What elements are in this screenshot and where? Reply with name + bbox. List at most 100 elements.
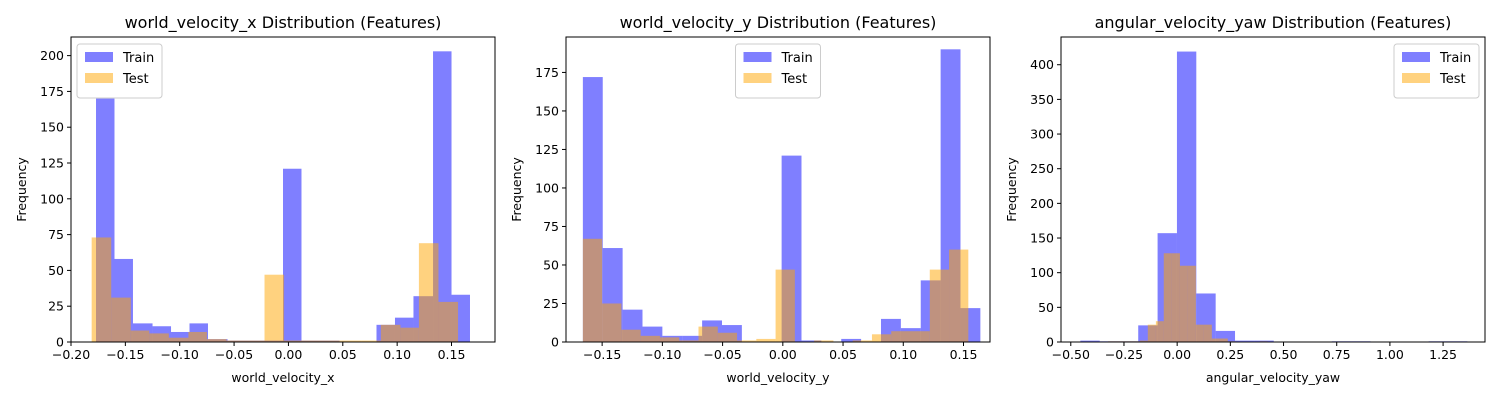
y-tick-label: 0 — [551, 335, 559, 350]
legend-label-train: Train — [122, 51, 154, 66]
y-tick-label: 100 — [535, 180, 559, 195]
series-test — [582, 238, 969, 342]
y-axis-label: Frequency — [14, 157, 29, 222]
x-tick-label: 0.15 — [438, 347, 466, 362]
y-tick-label: 0 — [56, 335, 64, 350]
x-tick-label: −0.05 — [215, 347, 253, 362]
bar-test-1 — [111, 297, 131, 342]
y-axis-label: Frequency — [1004, 157, 1019, 222]
bar-train-5 — [682, 335, 703, 342]
bar-train-8 — [1235, 340, 1255, 342]
bar-test-3 — [640, 335, 660, 342]
bar-test-10 — [775, 269, 795, 342]
chart-panel-1: −0.20 −0.15 −0.10 −0.05 0.00 0.05 0.10 0.15 0 25 5… — [14, 13, 496, 385]
bar-test-17 — [910, 331, 930, 342]
bar-test-9 — [264, 274, 285, 342]
legend-label-test: Test — [1439, 72, 1466, 87]
x-tick-label: −0.15 — [583, 347, 621, 362]
x-tick-label: 0.00 — [1163, 347, 1191, 362]
bar-test-14 — [852, 340, 872, 342]
x-tick-label: 0.00 — [769, 347, 797, 362]
x-tick-label: −0.05 — [703, 347, 741, 362]
bar-test-5 — [679, 340, 699, 342]
x-tick-label: 0.75 — [1323, 347, 1351, 362]
legend-label-train: Train — [781, 51, 813, 66]
bar-test-4 — [168, 337, 189, 342]
bar-test-11 — [1195, 324, 1204, 342]
bar-test-18 — [438, 301, 459, 342]
x-tick-label: −0.15 — [106, 347, 144, 362]
x-tick-label: −0.10 — [161, 347, 199, 362]
bar-test-4 — [659, 337, 680, 342]
bar-test-9 — [1179, 265, 1188, 342]
bar-test-15 — [380, 324, 401, 342]
bar-test-12 — [1203, 324, 1212, 342]
legend-swatch-train — [1402, 52, 1430, 62]
bar-test-9 — [756, 338, 776, 342]
y-tick-label: 150 — [1030, 231, 1054, 246]
y-tick-label: 25 — [48, 299, 64, 314]
bar-test-10 — [1187, 265, 1196, 342]
bar-train-0 — [1080, 340, 1100, 342]
x-tick-label: 0.00 — [275, 347, 303, 362]
bar-test-17 — [418, 243, 439, 342]
chart-panel-3: −0.50 −0.25 0.00 0.25 0.50 0.75 1.00 1.25 0 50 100… — [1004, 13, 1486, 385]
x-tick-label: 0.50 — [1270, 347, 1298, 362]
x-axis-label: world_velocity_y — [726, 370, 830, 385]
chart-title: world_velocity_x Distribution (Features) — [125, 13, 442, 33]
x-tick-label: 0.15 — [950, 347, 978, 362]
y-tick-label: 175 — [535, 65, 559, 80]
legend-swatch-test — [1402, 73, 1430, 83]
bar-test-12 — [323, 340, 342, 342]
y-tick-label: 125 — [535, 142, 559, 157]
y-tick-label: 300 — [1030, 127, 1054, 142]
legend: Train Test — [76, 43, 163, 99]
bar-test-7 — [1163, 253, 1172, 342]
y-tick-label: 400 — [1030, 57, 1054, 72]
bar-test-12 — [814, 340, 834, 342]
bar-test-1 — [602, 303, 622, 342]
bar-test-8 — [1171, 253, 1180, 342]
y-tick-label: 50 — [1038, 300, 1054, 315]
x-tick-label: 0.05 — [829, 347, 857, 362]
bar-test-2 — [621, 329, 641, 342]
x-tick-label: −0.50 — [1052, 347, 1090, 362]
axes-frame — [565, 36, 991, 343]
bar-test-8 — [737, 340, 757, 342]
x-tick-label: 0.10 — [889, 347, 917, 362]
x-axis-label: world_velocity_x — [231, 370, 334, 385]
legend-swatch-test — [743, 73, 772, 83]
bar-test-2 — [130, 330, 150, 342]
x-tick-label: −0.25 — [1105, 347, 1143, 362]
bar-test-4 — [1139, 340, 1148, 342]
bar-test-5 — [1147, 324, 1156, 342]
bar-test-6 — [698, 326, 718, 342]
legend-label-test: Test — [781, 72, 808, 87]
y-axis-label: Frequency — [509, 157, 524, 222]
chart-panel-2: −0.15 −0.10 −0.05 0.00 0.05 0.10 0.15 0 25 50 75 10… — [509, 13, 991, 385]
series-test — [1108, 253, 1268, 342]
legend-label-train: Train — [1439, 51, 1471, 66]
bar-test-18 — [929, 269, 950, 342]
y-tick-label: 175 — [40, 84, 64, 99]
bar-test-0 — [91, 237, 112, 342]
x-tick-label: 1.00 — [1376, 347, 1404, 362]
bar-test-3 — [149, 333, 169, 342]
x-tick-label: 0.10 — [383, 347, 411, 362]
bar-test-19 — [949, 249, 969, 342]
bar-test-7 — [226, 340, 247, 342]
y-tick-label: 150 — [40, 120, 64, 135]
legend-swatch-train — [743, 52, 772, 62]
bar-test-13 — [341, 340, 362, 342]
bar-test-14 — [361, 340, 381, 342]
axes-frame — [70, 36, 496, 343]
bar-train-11 — [801, 340, 822, 342]
bar-test-6 — [1155, 321, 1164, 342]
bar-test-0 — [582, 238, 603, 342]
x-tick-label: −0.10 — [643, 347, 681, 362]
bar-test-16 — [891, 331, 911, 342]
y-tick-label: 250 — [1030, 161, 1054, 176]
bar-train-4 — [171, 331, 190, 342]
x-tick-label: 0.05 — [329, 347, 357, 362]
